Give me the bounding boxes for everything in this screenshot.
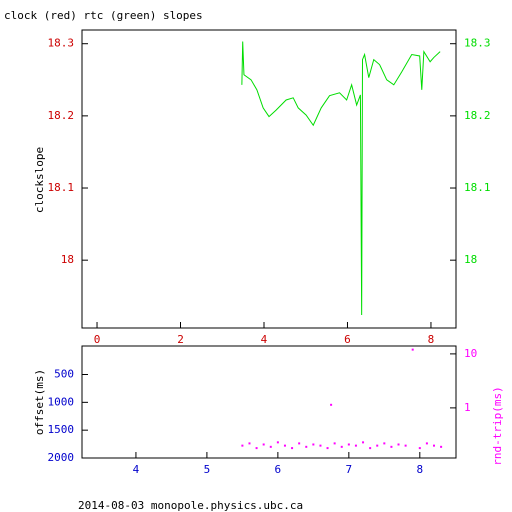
data-point [340,445,343,448]
x-tick-label: 6 [275,463,282,476]
x-tick-label: 8 [416,463,423,476]
data-line [241,41,441,316]
y2-tick-label: 18.3 [464,37,491,50]
x-tick-label: 5 [204,463,211,476]
x-tick-label: 8 [428,333,435,346]
data-point [418,447,421,450]
y2-tick-label: 1 [464,401,471,414]
data-point [376,444,379,447]
plot-frame [81,345,457,459]
y2-label: rnd-trip(ms) [491,386,504,465]
y-label: offset(ms) [33,369,46,435]
y-tick-label: 1000 [48,395,75,408]
data-point [440,445,443,448]
data-point [362,441,365,444]
data-point [319,444,322,447]
data-point [369,447,372,450]
data-point [312,443,315,446]
data-point [425,442,428,445]
data-point [305,445,308,448]
data-point [269,445,272,448]
data-point [411,348,414,351]
data-point [248,442,251,445]
x-tick-label: 4 [133,463,140,476]
data-point [291,447,294,450]
y-label: clockslope [33,147,46,213]
y-tick-label: 1500 [48,423,75,436]
data-point [298,442,301,445]
data-point [404,444,407,447]
data-point [283,444,286,447]
data-point [390,445,393,448]
y-tick-label: 18.1 [48,181,75,194]
y-tick-label: 18.2 [48,109,75,122]
y2-tick-label: 18 [464,253,477,266]
data-point [255,447,258,450]
chart-title: clock (red) rtc (green) slopes [4,9,203,22]
data-point [354,444,357,447]
x-tick-label: 4 [261,333,268,346]
y-tick-label: 500 [54,368,74,381]
data-point [330,403,333,406]
data-point [241,444,244,447]
y2-tick-label: 18.2 [464,109,491,122]
data-point [433,444,435,447]
x-tick-label: 7 [346,463,353,476]
data-point [383,442,386,445]
data-point [326,447,329,450]
data-point [262,443,265,446]
data-point [397,443,400,446]
y-tick-label: 2000 [48,451,75,464]
data-point [347,443,350,446]
data-point [276,441,279,444]
y2-tick-label: 10 [464,347,477,360]
footer: 2014-08-03 monopole.physics.ubc.ca [78,499,303,512]
data-point [333,442,336,445]
x-tick-label: 0 [94,333,101,346]
plot-frame [81,29,457,329]
y-tick-label: 18 [61,253,74,266]
x-tick-label: 6 [344,333,351,346]
y2-tick-label: 18.1 [464,181,491,194]
x-tick-label: 2 [177,333,184,346]
y-tick-label: 18.3 [48,37,75,50]
